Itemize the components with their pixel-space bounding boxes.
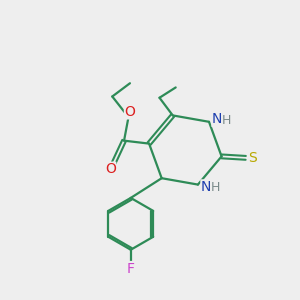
- Text: N: N: [212, 112, 222, 126]
- Text: O: O: [105, 162, 116, 176]
- Text: F: F: [126, 262, 134, 276]
- Text: O: O: [124, 105, 135, 119]
- Text: H: H: [222, 113, 231, 127]
- Text: H: H: [211, 181, 220, 194]
- Text: N: N: [201, 180, 211, 194]
- Text: S: S: [248, 151, 257, 165]
